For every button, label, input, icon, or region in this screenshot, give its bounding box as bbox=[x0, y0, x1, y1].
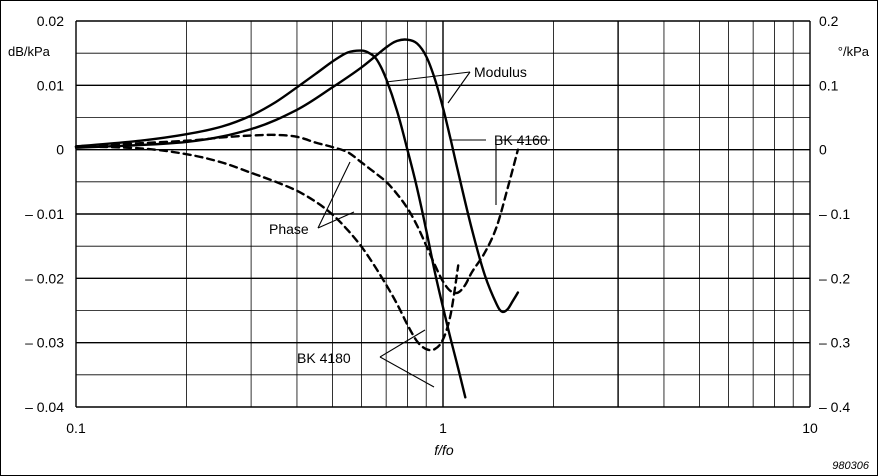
left-tick-label: – 0.03 bbox=[25, 335, 64, 351]
right-tick-label: – 0.3 bbox=[819, 335, 850, 351]
x-tick-label: 1 bbox=[439, 420, 447, 436]
phase-label: Phase bbox=[269, 221, 309, 237]
phase-leader bbox=[317, 211, 355, 229]
phase-leader bbox=[317, 161, 351, 229]
phase-curve-bk4180 bbox=[74, 145, 460, 352]
left-axis-ticks: 0.02 0.01 0 – 0.01 – 0.02 – 0.03 – 0.04 bbox=[25, 13, 64, 415]
bk4160-label: BK 4160 bbox=[494, 132, 548, 148]
left-unit-label: dB/kPa bbox=[8, 44, 51, 59]
modulus-label: Modulus bbox=[474, 64, 527, 80]
modulus-curve-bk4180 bbox=[74, 49, 467, 399]
modulus-leader bbox=[385, 71, 471, 83]
plot-area bbox=[74, 38, 520, 399]
left-tick-label: 0.02 bbox=[37, 13, 64, 29]
left-tick-label: – 0.04 bbox=[25, 399, 64, 415]
bk4180-leader bbox=[379, 329, 426, 358]
right-tick-label: – 0.2 bbox=[819, 270, 850, 286]
bk4180-leader bbox=[379, 356, 435, 388]
figure-code: 980306 bbox=[832, 460, 870, 472]
left-tick-label: 0.01 bbox=[37, 77, 64, 93]
grid bbox=[75, 20, 811, 408]
right-unit-label: °/kPa bbox=[838, 44, 870, 59]
bk4180-label: BK 4180 bbox=[297, 350, 351, 366]
modulus-curve-bk4160 bbox=[74, 38, 520, 314]
modulus-leader bbox=[447, 71, 471, 104]
right-tick-label: 0.2 bbox=[819, 13, 839, 29]
x-axis-ticks: 0.1 1 10 bbox=[66, 420, 818, 436]
right-tick-label: – 0.1 bbox=[819, 206, 850, 222]
right-tick-label: 0 bbox=[819, 142, 827, 158]
right-axis-ticks: 0.2 0.1 0 – 0.1 – 0.2 – 0.3 – 0.4 bbox=[819, 13, 850, 415]
x-tick-label: 0.1 bbox=[66, 420, 86, 436]
x-tick-label: 10 bbox=[802, 420, 818, 436]
left-tick-label: 0 bbox=[56, 142, 64, 158]
left-tick-label: – 0.01 bbox=[25, 206, 64, 222]
right-tick-label: – 0.4 bbox=[819, 399, 850, 415]
annotation-leaders bbox=[317, 71, 550, 388]
x-axis-title: f/fo bbox=[434, 442, 454, 458]
left-tick-label: – 0.02 bbox=[25, 270, 64, 286]
right-tick-label: 0.1 bbox=[819, 77, 839, 93]
bk4160-leader bbox=[495, 139, 550, 205]
phase-curve-bk4160 bbox=[74, 133, 520, 295]
